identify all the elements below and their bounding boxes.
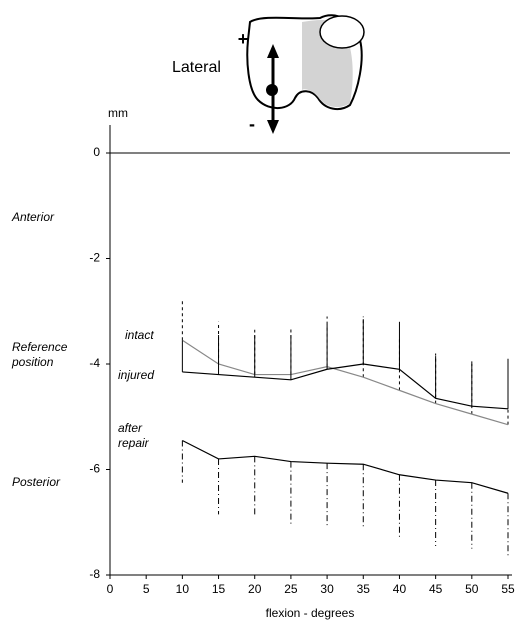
- knee-diagram: Lateral + -: [172, 15, 364, 134]
- x-tick-label: 35: [357, 582, 371, 596]
- y-tick-label: -2: [89, 251, 100, 265]
- x-tick-label: 20: [248, 582, 262, 596]
- series-label: intact: [125, 328, 154, 343]
- plus: +: [238, 29, 249, 49]
- x-tick-label: 50: [465, 582, 479, 596]
- minus: -: [249, 114, 255, 134]
- series-label: after repair: [118, 421, 158, 451]
- x-tick-label: 15: [212, 582, 226, 596]
- x-tick-label: 40: [393, 582, 407, 596]
- annotation: Posterior: [12, 475, 60, 490]
- x-tick-label: 0: [107, 582, 114, 596]
- y-tick-label: 0: [93, 145, 100, 159]
- series-line: [182, 364, 508, 409]
- patella: [320, 16, 364, 48]
- y-tick-label: -4: [89, 356, 100, 370]
- annotation: Reference position: [12, 340, 72, 370]
- y-axis-label: mm: [108, 106, 128, 120]
- x-tick-label: 10: [176, 582, 190, 596]
- y-tick-label: -8: [89, 567, 100, 581]
- pivot: [266, 84, 278, 96]
- side-label: Lateral: [172, 59, 221, 76]
- x-tick-label: 25: [284, 582, 298, 596]
- annotation: Anterior: [12, 210, 54, 225]
- x-axis-label: flexion - degrees: [266, 606, 355, 620]
- chart: Lateral + - mm flexion - degrees 0 -2 -4 -6…: [0, 0, 523, 622]
- series-label: injured: [118, 368, 154, 383]
- x-tick-label: 55: [501, 582, 515, 596]
- y-tick-label: -6: [89, 462, 100, 476]
- series-line: [182, 440, 508, 493]
- x-tick-label: 30: [320, 582, 334, 596]
- x-tick-label: 45: [429, 582, 443, 596]
- arrow-head: [267, 120, 279, 134]
- x-tick-label: 5: [143, 582, 150, 596]
- page: Lateral + - mm flexion - degrees 0 -2 -4 -6…: [0, 0, 523, 622]
- series-line: [182, 340, 508, 424]
